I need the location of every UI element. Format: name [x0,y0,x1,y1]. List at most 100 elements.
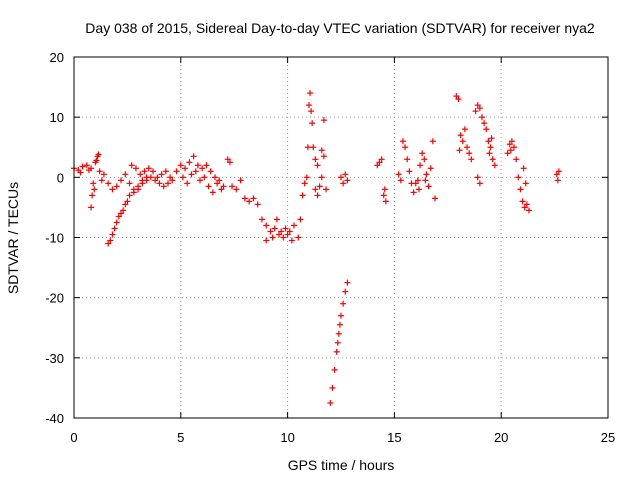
data-point [113,183,120,190]
data-point [271,225,278,232]
data-point [117,177,124,184]
data-point [109,186,116,193]
data-point [132,165,139,172]
data-point [555,168,562,175]
data-point [139,180,146,187]
data-point [320,153,327,160]
data-point [455,96,462,103]
data-point [399,138,406,145]
data-point [167,174,174,181]
x-tick-label: 10 [280,430,294,445]
data-point [329,384,336,391]
data-point [267,228,274,235]
data-point [120,207,127,214]
data-point [224,156,231,163]
data-point [520,165,527,172]
data-point [314,192,321,199]
data-point [517,186,524,193]
data-point [284,231,291,238]
data-point [303,174,310,181]
grid [74,57,608,418]
data-point [98,177,105,184]
y-tick-label: 10 [50,110,64,125]
data-point [90,180,97,187]
data-point [79,163,86,170]
data-point [192,168,199,175]
data-point [109,231,116,238]
data-point [246,198,253,205]
data-point [397,177,404,184]
data-point [474,102,481,109]
data-point [334,339,341,346]
data-point [250,195,257,202]
data-point [340,180,347,187]
data-point [553,171,560,178]
data-point [135,186,142,193]
data-point [197,177,204,184]
data-point [150,168,157,175]
data-point [100,171,107,178]
data-point [519,198,526,205]
data-point [182,165,189,172]
data-point [431,195,438,202]
data-point [115,213,122,220]
data-point [214,180,221,187]
data-point [177,162,184,169]
data-point [128,162,135,169]
data-point [216,177,223,184]
data-point [429,138,436,145]
data-point [456,147,463,154]
data-point [156,180,163,187]
data-point [374,162,381,169]
data-point [489,156,496,163]
data-point [122,201,129,208]
data-point [414,177,421,184]
data-point [323,186,330,193]
data-point [226,159,233,166]
data-point [331,366,338,373]
data-point [488,135,495,142]
data-point [310,144,317,151]
data-point [476,105,483,112]
data-point [491,162,498,169]
data-point [410,189,417,196]
data-point [194,162,201,169]
data-point [95,151,102,158]
data-point [338,174,344,181]
data-points [71,90,562,406]
data-point [184,180,191,187]
data-point [459,138,466,145]
data-point [513,156,520,163]
x-tick-label: 5 [177,430,184,445]
data-point [162,168,169,175]
data-point [147,174,154,181]
data-point [342,171,349,178]
data-point [425,183,432,190]
data-point [525,207,532,214]
data-point [154,174,161,181]
x-axis-title: GPS time / hours [288,457,395,473]
data-point [417,162,424,169]
data-point [258,216,265,223]
x-tick-label: 20 [494,430,508,445]
y-tick-label: 0 [57,170,64,185]
data-point [382,198,389,205]
data-point [554,177,561,184]
data-point [141,168,148,175]
y-tick-label: -20 [45,291,64,306]
data-point [340,300,347,307]
data-point [201,174,208,181]
data-point [307,90,314,97]
data-point [461,126,468,133]
data-point [335,330,342,337]
data-point [485,138,492,145]
data-point [378,156,385,163]
data-point [487,144,494,151]
data-point [338,312,344,319]
data-point [483,126,490,133]
data-point [107,237,114,244]
data-point [276,231,283,238]
data-point [478,114,485,121]
data-point [205,183,212,190]
data-point [511,144,518,151]
